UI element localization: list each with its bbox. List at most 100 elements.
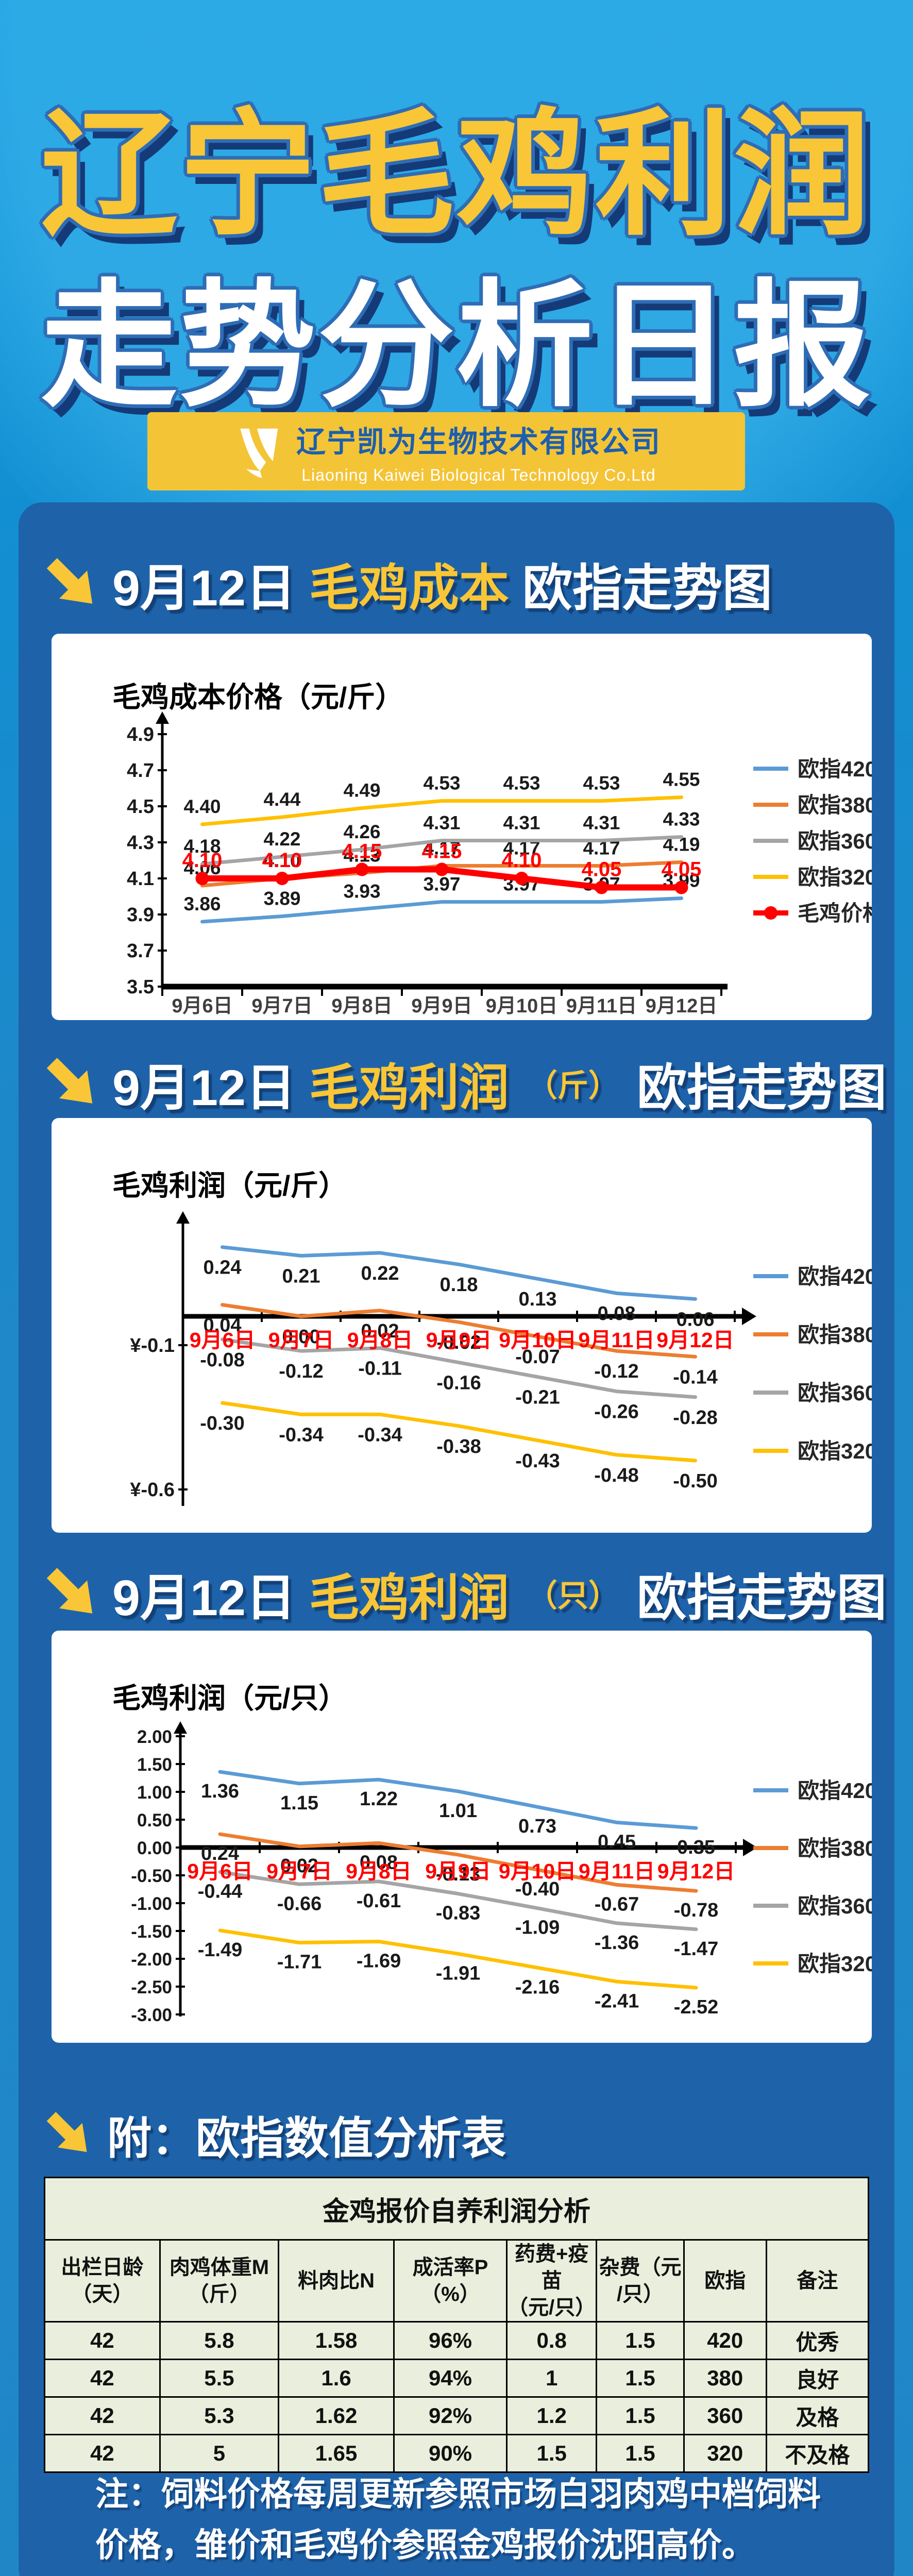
chart-series-line [221,1245,697,1301]
chart-data-label: 4.05 [662,858,702,881]
chart-data-label: 4.40 [183,796,221,817]
x-axis-date-label: 9月7日 [266,1859,332,1883]
table-header-cell: 备注 [765,2239,870,2323]
chart-data-label: -0.21 [515,1387,560,1409]
y-axis-tick-label: -2.50 [131,1977,172,1997]
chart-data-label: 4.44 [263,789,300,810]
chart-data-label: 4.33 [663,809,700,830]
table-cell: 1.5 [596,2321,685,2360]
chart-data-label: 0.24 [201,1843,239,1865]
x-axis-date-label: 9月9日 [425,1859,491,1883]
chart-data-label: -0.11 [358,1358,402,1380]
chart-data-label: 0.73 [518,1816,556,1837]
table-cell: 良好 [765,2359,870,2398]
chart-data-label: 4.26 [343,821,380,842]
chart-data-label: 4.31 [423,812,460,834]
y-axis-tick-label: -2.00 [131,1950,172,1970]
chart-series-line [218,1832,698,1893]
analysis-title-text: 附：欧指数值分析表 [107,2114,506,2163]
chart-data-label: -0.78 [674,1900,719,1921]
ribbon-tail-left [108,442,170,492]
legend-item-label: 欧指320 [798,1439,872,1463]
table-cell: 0.8 [506,2321,598,2360]
x-axis-date-label: 9月10日 [499,1328,576,1352]
table-row: 42 5.5 1.6 94% 1 1.5 380 良好 [44,2359,870,2398]
arrow-down-right-icon [46,1057,93,1104]
chart-data-label: 0.06 [677,1309,715,1330]
chart-data-label: -1.47 [674,1938,719,1960]
table-cell: 42 [44,2434,161,2473]
legend-item-label: 欧指320 [798,865,872,889]
x-axis-date-label: 9月11日 [579,1859,655,1883]
company-name-en: Liaoning Kaiwei Biological Technology Co… [301,465,656,484]
chart-data-label: -2.52 [674,1996,719,2018]
chart-data-label: 0.45 [598,1831,636,1853]
chart-data-label: 3.93 [343,881,380,902]
chart-data-label: -0.67 [595,1893,639,1915]
chart-data-label: 3.97 [423,874,460,895]
y-axis-tick-label: 0.00 [137,1838,172,1858]
table-cell: 1.6 [278,2359,395,2398]
chart-data-label: 1.22 [360,1788,398,1810]
chart-data-label: 4.18 [183,836,221,857]
table-cell: 5.5 [159,2359,280,2398]
x-axis-date-label: 9月12日 [657,1859,735,1883]
arrow-down-right-icon [46,557,93,604]
table-header-cell: 欧指 [683,2239,767,2323]
chart-series-line [200,835,683,866]
x-axis-date-label: 9月10日 [499,1859,576,1883]
y-axis-tick-label: -1.50 [131,1922,172,1942]
table-header-cell: 料肉比N [278,2239,395,2323]
x-axis-date-label: 9月6日 [187,1859,253,1883]
chart-data-label: -2.41 [595,1990,639,2012]
chart-series-marker [275,872,289,885]
table-cell: 1.5 [506,2434,598,2473]
chart-data-label: -1.91 [436,1962,481,1984]
section-title-cost: 9月12日 毛鸡成本 欧指走势图 [45,547,772,620]
analysis-section-title: 附：欧指数值分析表 [45,2102,506,2166]
table-header-row: 出栏日龄 （天） 肉鸡体重M （斤） 料肉比N 成活率P （%） 药费+疫苗 （元/只） 杂费（元… [44,2239,870,2323]
chart-data-label: -0.44 [198,1881,243,1903]
chart-data-label: -0.34 [279,1424,324,1446]
table-cell: 1.65 [278,2434,395,2473]
y-axis-arrow [156,711,169,724]
x-axis-date-label: 9月8日 [347,1328,413,1352]
footnote: 注：饲料价格每周更新参照市场白羽肉鸡中档饲料 价格，雏价和毛鸡价参照金鸡报价沈阳… [95,2469,848,2571]
chart-data-label: -2.16 [515,1976,560,1998]
section-suffix: 欧指走势图 [636,1570,887,1626]
chart-data-label: -1.49 [198,1939,243,1961]
legend-item-label: 欧指360 [798,829,872,853]
profit-per-bird-chart-card: 毛鸡利润（元/只） 2.00 1.50 1.00 0.50 0.00 -0.50 -1.00 -… [52,1631,872,2043]
x-axis-date-label: 9月8日 [331,995,392,1017]
table-cell: 优秀 [765,2321,870,2360]
x-axis-date-label: 9月11日 [566,995,637,1017]
table-cell: 420 [683,2321,767,2360]
table-header-cell: 杂费（元/只） [596,2239,685,2323]
chart-title: 毛鸡利润（元/只） [112,1682,347,1714]
chart-data-label: 1.01 [439,1800,477,1822]
chart-series-line [218,1928,698,1990]
chart-data-label: -0.14 [673,1366,718,1388]
chart-data-label: 3.86 [183,893,221,914]
legend-item-label: 欧指380 [798,1323,872,1347]
chart-data-label: -0.30 [200,1413,245,1434]
section-unit: （斤） [526,1069,619,1103]
chart-data-label: 4.10 [182,849,223,872]
chart-data-label: 4.10 [502,849,542,872]
chart-series-line [221,1303,697,1359]
legend-item-label: 欧指380 [798,1836,872,1860]
legend-item-label: 欧指380 [798,793,872,817]
chart-data-label: 0.18 [440,1274,478,1296]
y-axis-tick-label: -3.00 [131,2005,172,2025]
table-cell: 320 [683,2434,767,2473]
arrow-down-right-icon [46,1567,93,1614]
chart-data-label: 3.89 [263,888,300,909]
chart-data-label: -0.66 [277,1893,322,1914]
chart-series-line [218,1770,698,1830]
footnote-line2: 价格，雏价和毛鸡价参照金鸡报价沈阳高价。 [95,2527,755,2564]
chart-data-label: 0.22 [361,1263,399,1284]
profit-per-bird-chart: 毛鸡利润（元/只） 2.00 1.50 1.00 0.50 0.00 -0.50 -1.00 -… [112,1682,872,2025]
arrow-down-right-icon [46,2111,87,2152]
chart-data-label: 0.04 [204,1315,242,1336]
chart-series-marker [435,862,449,876]
